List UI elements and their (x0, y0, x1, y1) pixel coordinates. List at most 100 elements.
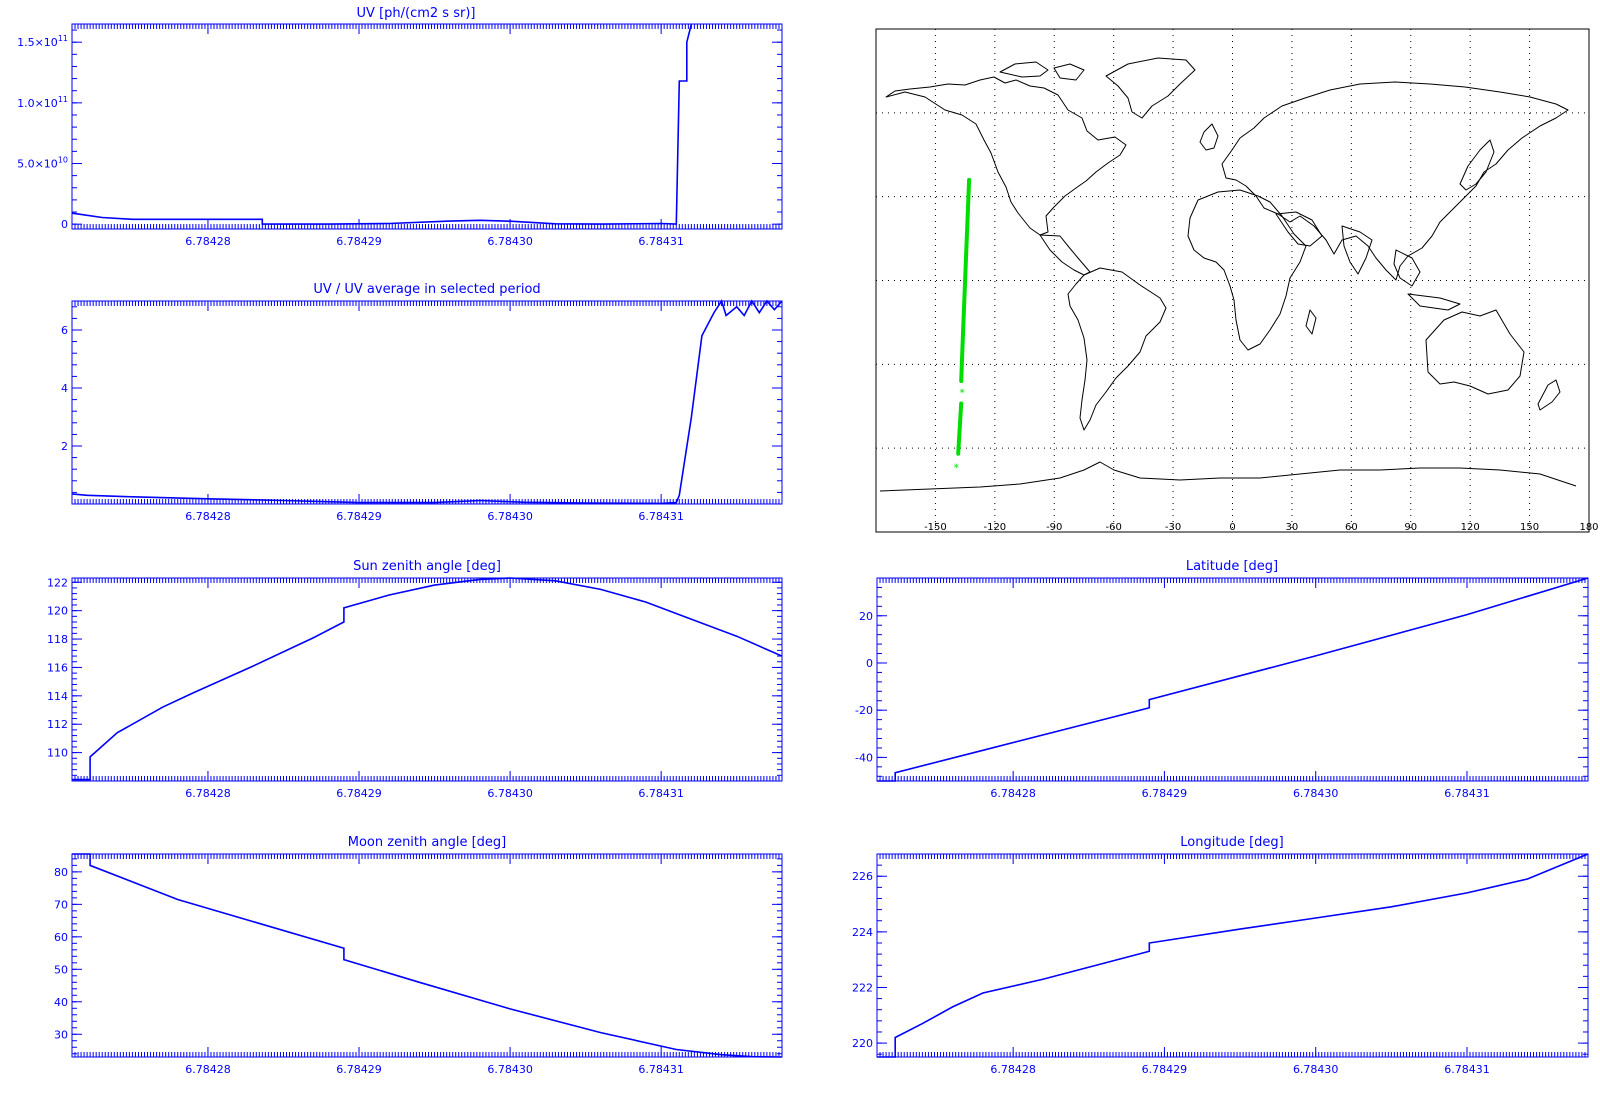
map-lon-labels: -150 -120 -90 -60 -30 0 30 60 90 120 150 180 (924, 522, 1598, 533)
uv-chart-title: UV [ph/(cm2 s sr)] (357, 6, 476, 21)
x-tick-label: 6.78429 (336, 787, 382, 800)
x-tick-label: 6.78429 (1142, 787, 1188, 800)
coastline-central-america (1039, 234, 1091, 276)
uv-ratio-chart: UV / UV average in selected period 6.784… (61, 282, 783, 523)
coastline-japan (1459, 139, 1495, 191)
y-tick-label: 220 (852, 1037, 873, 1050)
y-tick-label: 1.5×1011 (17, 34, 68, 49)
longitude-chart-title: Longitude [deg] (1180, 835, 1283, 850)
map-lon-label: 180 (1579, 522, 1598, 533)
map-track-layer: ** (953, 177, 972, 475)
coastline-madagascar (1305, 309, 1317, 335)
y-tick-label: 116 (47, 661, 68, 674)
y-tick-label: 0 (866, 657, 873, 670)
moon-zenith-chart-frame (71, 853, 783, 1058)
y-tick-label: 112 (47, 718, 68, 731)
x-tick-label: 6.78430 (1293, 1063, 1339, 1076)
map-lon-label: -150 (924, 522, 947, 533)
moon-zenith-chart: Moon zenith angle [deg] 6.78428 6.78429 6.… (54, 835, 783, 1076)
coastline-antarctica (879, 461, 1577, 492)
x-tick-label: 6.78431 (638, 1063, 684, 1076)
sun-zenith-chart-title: Sun zenith angle [deg] (353, 559, 501, 574)
x-tick-label: 6.78431 (638, 787, 684, 800)
moon-zenith-chart-title: Moon zenith angle [deg] (348, 835, 506, 850)
latitude-chart: Latitude [deg] 6.78428 6.78429 6.78430 6.78… (855, 559, 1589, 800)
y-tick-label: 114 (47, 690, 68, 703)
latitude-chart-frame (876, 577, 1589, 782)
x-tick-label: 6.78428 (990, 1063, 1036, 1076)
x-tick-label: 6.78431 (1444, 1063, 1490, 1076)
coastline-australia (1425, 309, 1525, 395)
coastline-southeast-asia (1393, 249, 1461, 311)
longitude-series-line (877, 853, 1589, 1058)
map-lon-label: 150 (1520, 522, 1539, 533)
x-tick-label: 6.78431 (638, 510, 684, 523)
y-tick-label: 20 (859, 610, 873, 623)
x-tick-label: 6.78428 (990, 787, 1036, 800)
uv-series-line (71, 23, 693, 225)
longitude-chart-frame (876, 853, 1589, 1058)
uv-chart: UV [ph/(cm2 s sr)] 6.78428 6.78429 6.78430… (17, 6, 783, 248)
y-tick-label: -40 (855, 751, 873, 764)
map-lon-label: -30 (1165, 522, 1181, 533)
coastline-canadian-islands (999, 61, 1085, 81)
y-tick-label: 70 (54, 898, 68, 911)
map-lon-label: 120 (1461, 522, 1480, 533)
y-tick-label: 122 (47, 576, 68, 589)
coastline-africa (1187, 189, 1307, 351)
x-tick-label: 6.78429 (336, 235, 382, 248)
x-tick-label: 6.78430 (487, 1063, 533, 1076)
uv-ratio-chart-frame (71, 300, 783, 505)
y-tick-label: 6 (61, 324, 68, 337)
y-tick-label: -20 (855, 704, 873, 717)
sun-zenith-chart: Sun zenith angle [deg] 6.78428 6.78429 6.7… (47, 559, 783, 800)
y-tick-label: 118 (47, 633, 68, 646)
y-tick-label: 226 (852, 870, 873, 883)
y-tick-label: 40 (54, 996, 68, 1009)
x-tick-label: 6.78428 (185, 235, 231, 248)
map-lon-label: 0 (1229, 522, 1235, 533)
y-tick-label: 50 (54, 963, 68, 976)
uv-chart-frame (71, 23, 783, 230)
sun-zenith-series-line (72, 577, 783, 781)
x-tick-label: 6.78429 (336, 510, 382, 523)
y-tick-label: 120 (47, 605, 68, 618)
map-lon-label: -60 (1105, 522, 1121, 533)
coastline-eurasia (1221, 81, 1569, 281)
sun-zenith-chart-frame (71, 577, 783, 782)
map-lon-label: -90 (1046, 522, 1062, 533)
x-tick-label: 6.78429 (336, 1063, 382, 1076)
coastline-uk (1199, 123, 1219, 151)
x-tick-label: 6.78430 (487, 510, 533, 523)
y-tick-label: 224 (852, 926, 873, 939)
uv-ratio-series-line (71, 299, 783, 505)
latitude-series-line (877, 577, 1589, 782)
y-tick-label: 60 (54, 931, 68, 944)
y-tick-label: 80 (54, 866, 68, 879)
track-end-marker: * (953, 462, 959, 475)
x-tick-label: 6.78430 (487, 235, 533, 248)
y-tick-label: 0 (61, 218, 68, 231)
ground-track-segment (956, 401, 964, 456)
y-tick-label: 1.0×1011 (17, 95, 68, 110)
map-lon-label: 30 (1286, 522, 1299, 533)
latitude-chart-title: Latitude [deg] (1186, 559, 1278, 574)
y-tick-label: 4 (61, 382, 68, 395)
x-tick-label: 6.78430 (487, 787, 533, 800)
coastline-greenland (1105, 57, 1196, 119)
coastlines (879, 57, 1577, 492)
map-lon-label: -120 (983, 522, 1006, 533)
track-end-marker: * (959, 386, 965, 399)
map-lon-label: 60 (1345, 522, 1358, 533)
coastline-south-america (1067, 267, 1167, 431)
map-lon-label: 90 (1404, 522, 1417, 533)
coastline-arabia (1275, 211, 1323, 247)
x-tick-label: 6.78431 (1444, 787, 1490, 800)
x-tick-label: 6.78430 (1293, 787, 1339, 800)
map-gridlines (876, 29, 1589, 532)
ground-track-segment (959, 177, 972, 384)
y-tick-label: 222 (852, 981, 873, 994)
coastline-india (1341, 225, 1373, 275)
y-tick-label: 2 (61, 440, 68, 453)
